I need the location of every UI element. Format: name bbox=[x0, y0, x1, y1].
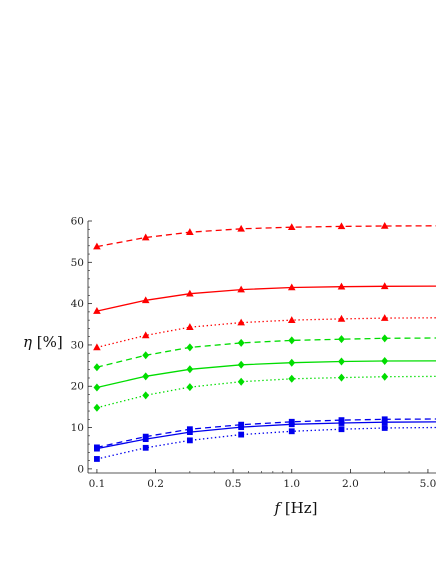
data-point-s9-2 bbox=[142, 444, 149, 451]
x-tick-label: 0.2 bbox=[147, 478, 164, 490]
data-point-s4-7 bbox=[381, 334, 389, 343]
data-point-s2-2 bbox=[141, 296, 150, 304]
y-tick-label: 0 bbox=[77, 463, 84, 475]
data-point-s3-3 bbox=[186, 323, 194, 330]
data-point-s6-2 bbox=[142, 391, 150, 400]
x-tick-label: 2.0 bbox=[342, 478, 359, 490]
y-tick-label: 40 bbox=[71, 298, 84, 310]
series-lines bbox=[96, 225, 436, 460]
data-point-s1-3 bbox=[186, 228, 194, 235]
data-point-s9-3 bbox=[186, 437, 193, 444]
data-point-s6-5 bbox=[288, 374, 296, 383]
data-point-s3-7 bbox=[380, 314, 389, 321]
data-point-s6-3 bbox=[186, 383, 194, 392]
data-point-s5-1 bbox=[93, 383, 101, 392]
x-tick-label: 5.0 bbox=[420, 478, 436, 490]
data-point-s2-6 bbox=[337, 282, 346, 290]
series-line-4 bbox=[96, 337, 436, 368]
data-point-s4-6 bbox=[338, 335, 345, 344]
data-point-s8-1 bbox=[94, 445, 100, 452]
y-tick-label: 10 bbox=[71, 422, 84, 434]
data-point-s8-4 bbox=[238, 424, 245, 431]
data-point-s8-2 bbox=[142, 436, 149, 443]
x-ticks: 0.1 0.2 0.5 1.0 2.0 5.0 bbox=[89, 469, 436, 490]
data-point-s8-6 bbox=[338, 420, 345, 426]
series-line-3 bbox=[96, 317, 436, 349]
data-point-s4-2 bbox=[142, 351, 150, 360]
data-point-s5-5 bbox=[288, 358, 296, 367]
data-point-s8-7 bbox=[381, 419, 388, 426]
series-line-6 bbox=[96, 375, 436, 409]
series-line-7 bbox=[96, 418, 436, 449]
x-axis-label: f [Hz] bbox=[273, 499, 317, 517]
data-point-s9-1 bbox=[94, 456, 100, 462]
data-point-s9-5 bbox=[288, 428, 295, 435]
y-tick-label: 20 bbox=[71, 381, 84, 393]
series-line-9 bbox=[96, 426, 436, 460]
y-tick-label: 60 bbox=[71, 216, 84, 228]
data-point-s1-1 bbox=[93, 242, 101, 250]
series-markers bbox=[93, 221, 389, 462]
data-point-s5-2 bbox=[142, 372, 150, 381]
data-point-s3-6 bbox=[337, 314, 346, 322]
data-point-s8-3 bbox=[186, 429, 193, 436]
y-ticks: 0 10 20 30 40 50 60 bbox=[71, 216, 92, 475]
data-point-s2-1 bbox=[93, 307, 101, 314]
data-point-s9-4 bbox=[238, 431, 245, 438]
data-point-s5-3 bbox=[186, 365, 194, 374]
data-point-s9-7 bbox=[381, 425, 388, 431]
data-point-s2-5 bbox=[287, 283, 296, 291]
data-point-s5-7 bbox=[381, 357, 389, 366]
x-tick-label: 0.1 bbox=[89, 478, 106, 490]
data-point-s3-2 bbox=[141, 331, 150, 339]
data-point-s4-1 bbox=[93, 363, 101, 372]
data-point-s6-1 bbox=[93, 403, 101, 412]
data-point-s3-5 bbox=[287, 316, 296, 323]
data-point-s1-2 bbox=[141, 233, 150, 241]
series-line-1 bbox=[96, 225, 436, 248]
data-point-s3-1 bbox=[93, 343, 101, 351]
series-line-5 bbox=[96, 360, 436, 389]
data-point-s1-6 bbox=[337, 222, 346, 230]
data-point-s1-7 bbox=[380, 221, 389, 229]
y-tick-label: 30 bbox=[71, 339, 84, 351]
data-point-s2-7 bbox=[380, 282, 389, 290]
data-point-s3-4 bbox=[237, 318, 245, 326]
series-line-2 bbox=[96, 285, 436, 312]
x-tick-label: 0.5 bbox=[225, 478, 242, 490]
x-tick-label: 1.0 bbox=[283, 478, 300, 490]
data-point-s4-3 bbox=[186, 343, 194, 352]
data-point-s2-4 bbox=[237, 285, 245, 293]
data-point-s4-5 bbox=[288, 336, 296, 345]
data-point-s5-6 bbox=[338, 357, 345, 366]
axes-frame bbox=[87, 221, 436, 474]
y-tick-label: 50 bbox=[71, 257, 84, 269]
y-axis-label: η [%] bbox=[23, 333, 63, 351]
data-point-s1-4 bbox=[237, 224, 245, 232]
data-point-s1-5 bbox=[287, 223, 296, 230]
data-point-s6-4 bbox=[237, 377, 245, 386]
series-line-8 bbox=[96, 421, 436, 450]
data-point-s2-3 bbox=[186, 289, 194, 297]
data-point-s6-7 bbox=[381, 372, 389, 381]
data-point-s9-6 bbox=[338, 426, 345, 433]
data-point-s5-4 bbox=[237, 360, 245, 369]
data-point-s4-4 bbox=[237, 338, 245, 347]
data-point-s8-5 bbox=[288, 421, 295, 428]
data-point-s6-6 bbox=[338, 373, 345, 382]
